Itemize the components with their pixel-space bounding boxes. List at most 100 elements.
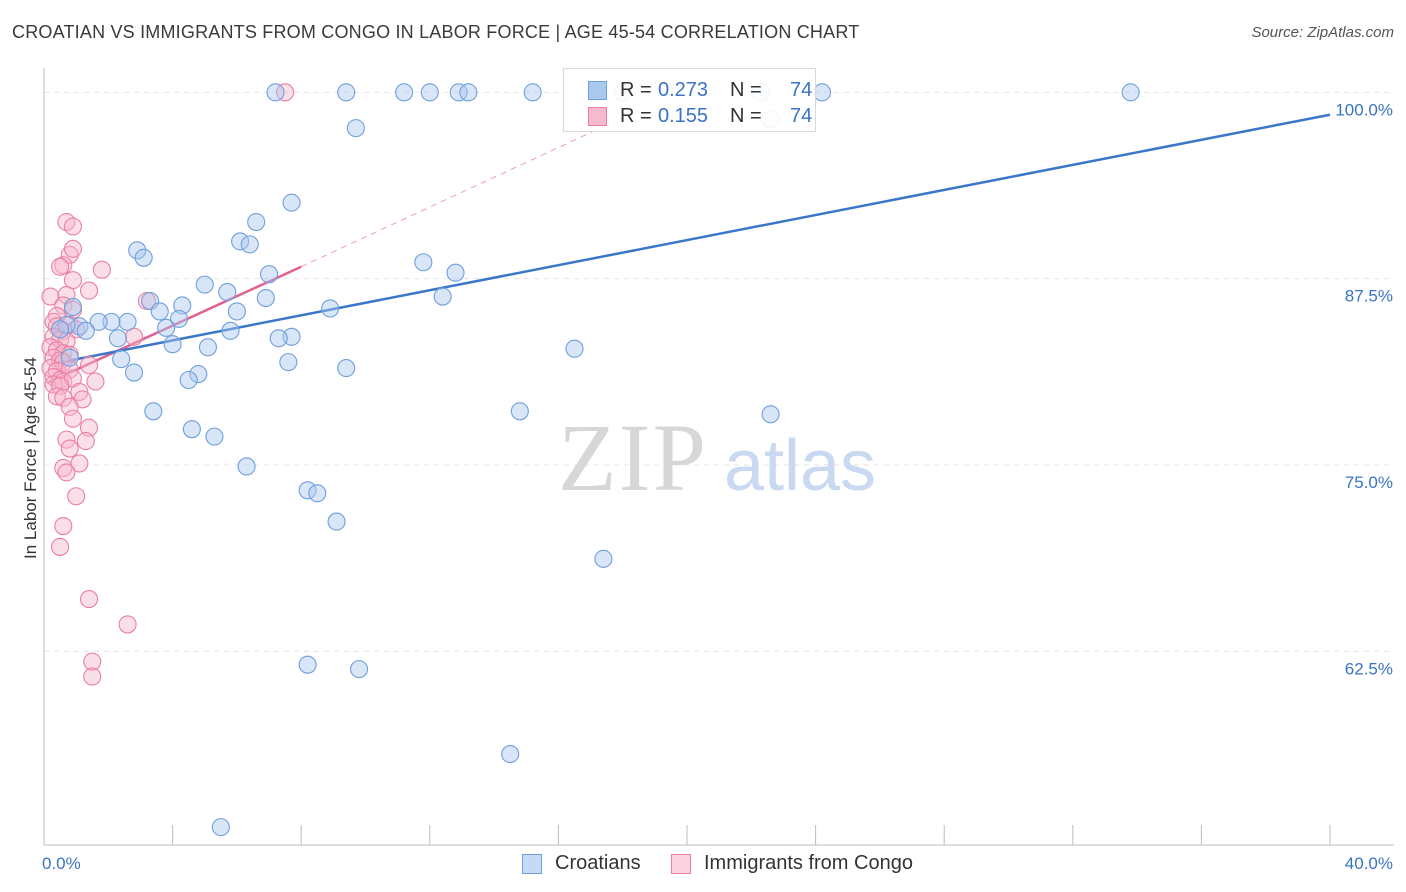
croatians-point (449, 83, 468, 102)
croatians-point (157, 318, 176, 337)
legend-r-value: 0.155 (658, 105, 709, 127)
croatians-point (89, 312, 108, 331)
congo-point (86, 372, 105, 391)
croatians-point (308, 484, 327, 503)
croatians-point (337, 359, 356, 378)
croatians-point (259, 265, 279, 284)
axis-layer (43, 68, 1394, 846)
croatians-point (433, 287, 452, 306)
croatians-point (395, 83, 414, 102)
watermark-zip: ZIP (558, 404, 708, 511)
bottom-legend-swatch-congo (671, 854, 691, 874)
bottom-legend-label: Immigrants from Congo (704, 852, 913, 874)
croatians-point (414, 253, 433, 272)
croatians-point (218, 283, 237, 302)
croatians-point (102, 312, 121, 331)
croatians-point (256, 288, 275, 308)
croatians-point (327, 512, 346, 531)
congo-point (57, 463, 76, 482)
croatians-point (594, 549, 613, 568)
croatians-point (459, 83, 478, 102)
legend-n-label: N = (730, 79, 762, 101)
congo-point (92, 260, 111, 279)
congo-point (41, 287, 60, 306)
croatians-point (761, 405, 780, 424)
croatians-point (76, 321, 95, 340)
congo-point (63, 239, 82, 258)
y-axis-title: In Labor Force | Age 45-54 (21, 357, 40, 559)
legend-r-label: R = (620, 105, 652, 127)
x-tick-label: 0.0% (42, 854, 81, 873)
croatians-point (108, 329, 127, 348)
croatians-point (189, 364, 208, 384)
y-tick-label: 75.0% (1345, 473, 1393, 492)
congo-point (79, 356, 99, 375)
croatians-point (173, 296, 192, 315)
congo-point (83, 667, 102, 686)
croatians-points (51, 83, 1140, 837)
congo-points (41, 83, 295, 686)
croatians-point (144, 402, 163, 421)
croatians-point (321, 299, 340, 318)
croatians-point (118, 312, 137, 331)
croatians-point (169, 309, 189, 328)
croatians-point (179, 370, 198, 390)
congo-point (67, 320, 86, 339)
croatians-point (266, 83, 285, 102)
croatians-point (150, 302, 169, 321)
congo-point (67, 487, 86, 506)
croatians-point (205, 427, 224, 446)
y-tick-label: 87.5% (1345, 287, 1393, 306)
stats-legend: R = 0.273 N = 74 R = 0.155 N = 74 (563, 68, 816, 132)
croatians-point (565, 339, 584, 358)
croatians-point (195, 275, 214, 294)
legend-r-label: R = (620, 79, 652, 101)
croatians-point (279, 353, 298, 372)
watermark-atlas: atlas (724, 426, 876, 506)
legend-r-value: 0.273 (658, 79, 709, 101)
congo-point (83, 652, 102, 671)
congo-point (51, 376, 70, 396)
congo-point (44, 375, 63, 394)
croatians-point (112, 350, 131, 369)
congo-point (79, 590, 99, 609)
legend-n-value: 74 (790, 105, 813, 127)
croatians-point (163, 335, 182, 354)
bottom-legend: Croatians Immigrants from Congo (0, 852, 1406, 878)
croatians-point (221, 321, 240, 340)
grid-layer (44, 91, 1394, 652)
bottom-legend-swatch-croatians (522, 854, 542, 874)
legend-n-value: 74 (790, 79, 813, 101)
croatians-point (134, 248, 153, 267)
watermark: ZIP atlas (558, 404, 876, 511)
chart-title: CROATIAN VS IMMIGRANTS FROM CONGO IN LAB… (12, 22, 860, 42)
croatians-point (237, 457, 256, 476)
y-tick-label: 62.5% (1345, 659, 1393, 678)
croatians-point (198, 338, 218, 357)
congo-point (276, 83, 295, 102)
congo-point (63, 271, 82, 290)
congo-point (54, 296, 73, 315)
croatians-point (63, 297, 82, 317)
congo-point (124, 327, 144, 346)
congo-point (79, 281, 99, 300)
croatians-point (227, 302, 246, 321)
croatians-point (1121, 83, 1140, 102)
croatians-point (51, 320, 70, 339)
croatians-point (182, 420, 201, 439)
congo-point (51, 330, 70, 349)
congo-point (51, 257, 70, 276)
croatians-point (812, 83, 832, 102)
croatians-point (282, 193, 301, 212)
congo-point (76, 432, 95, 451)
source-label: Source: ZipAtlas.com (1251, 24, 1394, 41)
congo-point (47, 387, 66, 406)
legend-swatch-congo (588, 107, 607, 126)
croatians-point (337, 83, 356, 102)
croatians-point (501, 745, 520, 764)
congo-point (54, 388, 73, 407)
croatians-point (60, 348, 79, 367)
congo-point (54, 256, 73, 275)
croatians-point (346, 119, 365, 138)
